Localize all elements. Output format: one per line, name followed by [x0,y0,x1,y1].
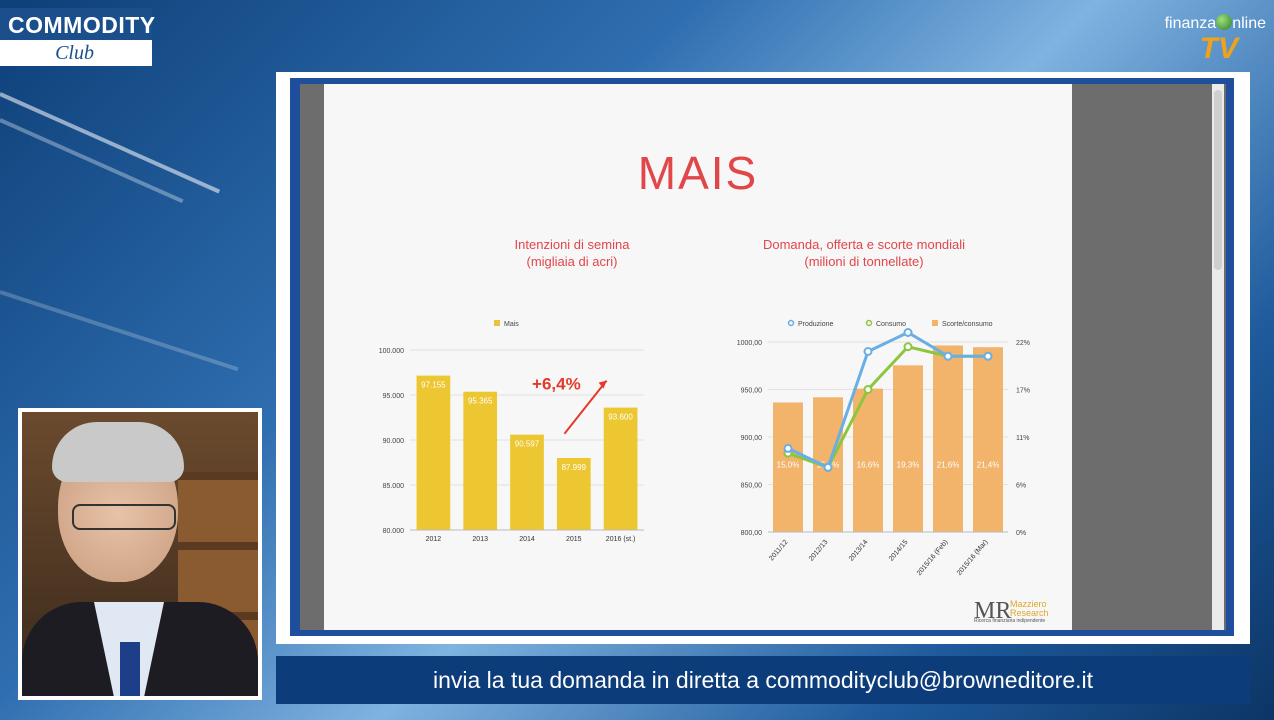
channel-logo: finanza nline TV [1136,14,1266,66]
bg-streak [0,92,221,194]
bar [510,434,544,530]
x-tick-label: 2015/16 (Feb) [916,539,950,577]
channel-logo-left: finanza [1164,15,1217,32]
legend-label: Mais [504,321,519,328]
x-tick-label: 2013/14 [848,539,870,563]
y-tick-label: 100.000 [379,348,404,355]
y2-tick-label: 6% [1016,483,1026,490]
mazziero-name2: Research [1010,608,1049,618]
show-logo: COMMODITY Club [0,8,155,66]
series-point [983,351,993,361]
show-logo-top: COMMODITY [0,8,155,40]
chart1-bar: 80.000 85.000 90.000 95.000 100.000 Mais 97.15… [379,320,644,543]
presenter-glasses [72,504,176,530]
presenter-hair [52,422,184,482]
y-tick-label: 80.000 [383,528,405,535]
legend-label: Consumo [876,321,906,328]
mazziero-mark: MR [974,598,1012,624]
y-tick-label: 1000,00 [737,340,762,347]
data-label: 87.999 [562,463,587,472]
series-point [943,351,953,361]
chart2-title: Domanda, offerta e scorte mondiali (milio… [762,237,966,269]
y-tick-label: 850,00 [741,483,763,490]
legend-label: Scorte/consumo [942,321,993,328]
channel-logo-right: nline [1232,15,1266,32]
data-label: 21,4% [977,460,1000,469]
x-tick-label: 2014 [519,536,535,543]
slide-title: MAIS [637,147,759,199]
presenter-tie [120,642,140,696]
mazziero-tagline: Ricerca finanziaria indipendente [974,618,1046,624]
x-tick-label: 2012/13 [808,539,830,563]
y-tick-label: 900,00 [741,435,763,442]
y-tick-label: 800,00 [741,530,763,537]
series-point [783,443,793,453]
chart2-combo: 800,00 850,00 900,00 950,00 1000,00 0% 6% 11% 17… [737,319,1030,577]
bar [603,407,638,530]
data-label: 93.600 [608,413,633,422]
data-label: 95.365 [468,397,493,406]
legend-swatch [932,320,938,326]
x-tick-label: 2016 (st.) [606,536,636,543]
x-tick-label: 2011/12 [768,539,789,563]
x-tick-label: 2012 [426,536,442,543]
legend-marker [787,319,795,327]
bar [973,347,1003,532]
series-point [863,385,873,394]
y-tick-label: 95.000 [383,393,405,400]
series-point [863,347,873,356]
series-point [903,342,913,352]
presentation-viewer: MAIS Intenzioni di semina (migliaia di ac… [300,84,1226,630]
bar [773,402,803,532]
y-tick-label: 85.000 [383,483,405,490]
x-tick-label: 2015/16 (Mar) [956,539,990,577]
mazziero-name1: Mazziero [1010,599,1047,609]
x-tick-label: 2014/15 [888,539,910,563]
x-tick-label: 2013 [472,536,488,543]
bar [416,375,451,530]
data-label: 19,3% [897,460,920,469]
series-point [903,328,913,337]
data-label: 97.155 [421,381,446,390]
show-logo-bottom: Club [0,40,152,66]
data-label: 90.597 [515,440,540,449]
scroll-thumb[interactable] [1214,90,1222,270]
data-label: 21,6% [937,460,960,469]
question-banner: invia la tua domanda in diretta a commod… [276,656,1250,704]
bar [556,458,591,530]
series-point [823,462,833,472]
data-label: 15,0% [777,460,800,469]
bg-streak [0,290,239,372]
webcam-frame [18,408,262,700]
y-tick-label: 950,00 [741,388,763,395]
legend-label: Produzione [798,321,834,328]
y-tick-label: 90.000 [383,438,405,445]
slide: MAIS Intenzioni di semina (migliaia di ac… [324,84,1072,630]
y2-tick-label: 17% [1016,388,1030,395]
bar [853,388,883,532]
data-label: 16,6% [857,460,880,469]
y2-tick-label: 11% [1016,435,1030,442]
y2-tick-label: 0% [1016,530,1026,537]
viewer-scrollbar[interactable] [1212,84,1224,630]
channel-logo-tv: TV [1199,32,1238,65]
mazziero-logo: MR Mazziero Research Ricerca finanziaria… [974,598,1064,624]
globe-icon [1216,14,1233,30]
presenter-video [22,412,258,696]
bar [893,365,923,532]
bar [933,345,963,532]
x-tick-label: 2015 [566,536,582,543]
chart1-title: Intenzioni di semina (migliaia di acri) [514,237,630,269]
bar [463,391,498,530]
y2-tick-label: 22% [1016,340,1030,347]
series-line [787,330,988,470]
slide-frame: MAIS Intenzioni di semina (migliaia di ac… [276,72,1250,644]
legend-swatch [494,320,500,326]
legend-marker [865,319,873,327]
trend-arrow [563,379,608,435]
growth-annotation: +6,4% [532,375,581,394]
arrow-head [598,380,607,389]
